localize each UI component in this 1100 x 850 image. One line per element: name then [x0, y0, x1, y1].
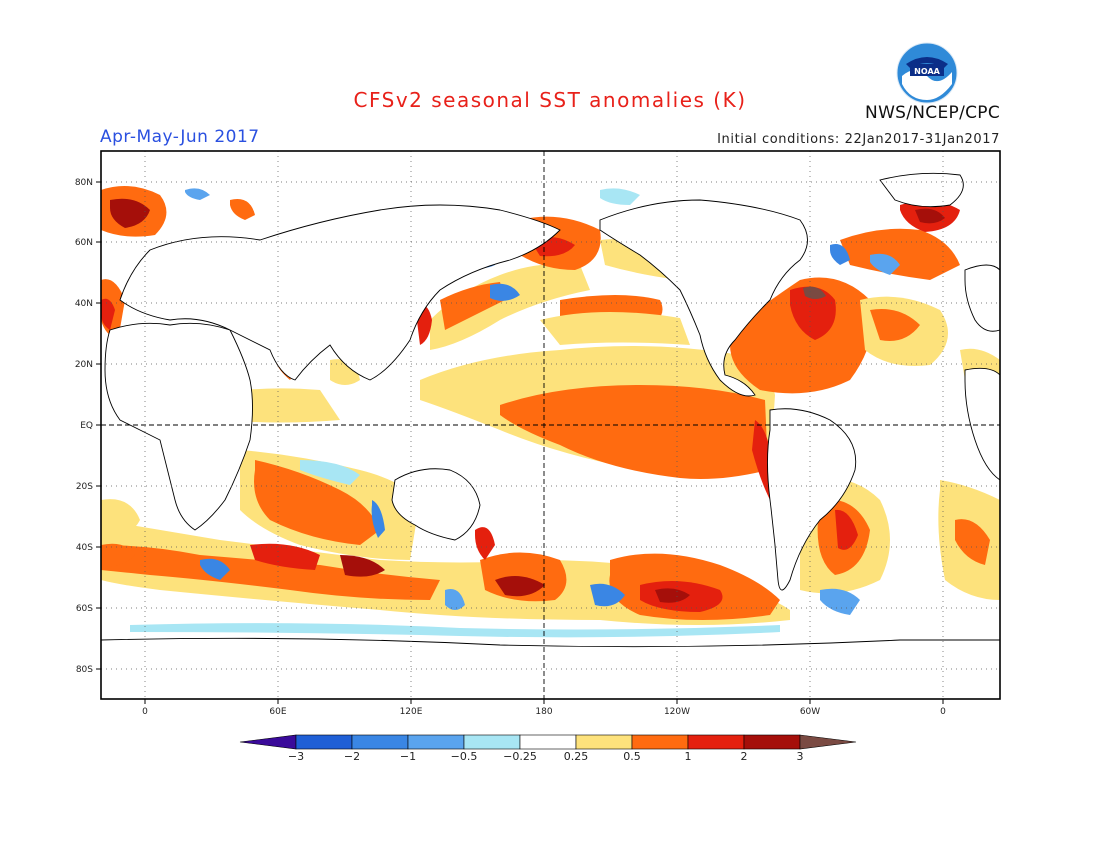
lat-label: 80N — [75, 178, 93, 188]
longitude-labels: 0 60E 120E 180 120W 60W 0 — [142, 707, 946, 717]
map-title: CFSv2 seasonal SST anomalies (K) — [353, 88, 747, 112]
greenland-land — [879, 172, 964, 208]
africa-land — [104, 322, 253, 531]
colorbar-tick-label: −1 — [400, 750, 416, 763]
colorbar-tick-label: 0.25 — [564, 750, 589, 763]
australia-land — [391, 468, 481, 541]
tick-marks — [96, 181, 944, 704]
anomaly-field — [101, 186, 1000, 638]
colorbar-swatch — [687, 734, 745, 750]
latitude-labels: 80N 60N 40N 20N EQ 20S 40S 60S 80S — [75, 178, 93, 675]
lon-label: 0 — [142, 707, 148, 717]
colorbar-swatch — [743, 734, 801, 750]
lon-label: 120W — [664, 707, 690, 717]
season-label: Apr-May-Jun 2017 — [100, 127, 260, 147]
agency-label: NWS/NCEP/CPC — [865, 103, 1000, 123]
colorbar-tick-label: 0.5 — [623, 750, 641, 763]
colorbar-swatch — [575, 734, 633, 750]
logo-text: NOAA — [914, 67, 940, 76]
colorbar-swatch-max — [799, 734, 857, 750]
colorbar-swatch — [519, 734, 577, 750]
africa-wrap-land — [964, 367, 1001, 481]
eurasia-land — [119, 204, 561, 381]
colorbar-swatch — [463, 734, 521, 750]
colorbar-tick-label: −3 — [288, 750, 304, 763]
lat-label: 20N — [75, 360, 93, 370]
lon-label: 0 — [940, 707, 946, 717]
colorbar-swatch — [351, 734, 409, 750]
lon-label: 60W — [800, 707, 820, 717]
colorbar-swatch — [407, 734, 465, 750]
colorbar-tick-label: 1 — [685, 750, 692, 763]
lon-label: 120E — [400, 707, 423, 717]
lat-label: 60S — [76, 604, 93, 614]
colorbar-swatches — [239, 734, 857, 750]
lat-label: 60N — [75, 238, 93, 248]
antarctica-land — [100, 637, 1001, 700]
initial-conditions-label: Initial conditions: 22Jan2017-31Jan2017 — [717, 132, 1000, 147]
north-america-land — [599, 199, 808, 397]
colorbar-swatch — [631, 734, 689, 750]
lat-label: 40N — [75, 299, 93, 309]
lat-label: 80S — [76, 665, 93, 675]
lat-label: EQ — [80, 421, 93, 431]
europe-wrap-land — [964, 264, 1001, 332]
noaa-logo-icon: NOAA — [896, 42, 958, 104]
lat-label: 20S — [76, 482, 93, 492]
colorbar-tick-labels: −3 −2 −1 −0.5 −0.25 0.25 0.5 1 2 3 — [288, 750, 804, 763]
lat-label: 40S — [76, 543, 93, 553]
lon-label: 180 — [535, 707, 552, 717]
lon-label: 60E — [269, 707, 286, 717]
colorbar-tick-label: 3 — [797, 750, 804, 763]
colorbar-swatch — [295, 734, 353, 750]
colorbar-tick-label: 2 — [741, 750, 748, 763]
colorbar-tick-label: −2 — [344, 750, 360, 763]
south-america-land — [767, 408, 857, 591]
continents — [100, 172, 1001, 700]
colorbar-tick-label: −0.5 — [451, 750, 478, 763]
colorbar-tick-label: −0.25 — [503, 750, 537, 763]
colorbar-swatch-min — [239, 734, 297, 750]
